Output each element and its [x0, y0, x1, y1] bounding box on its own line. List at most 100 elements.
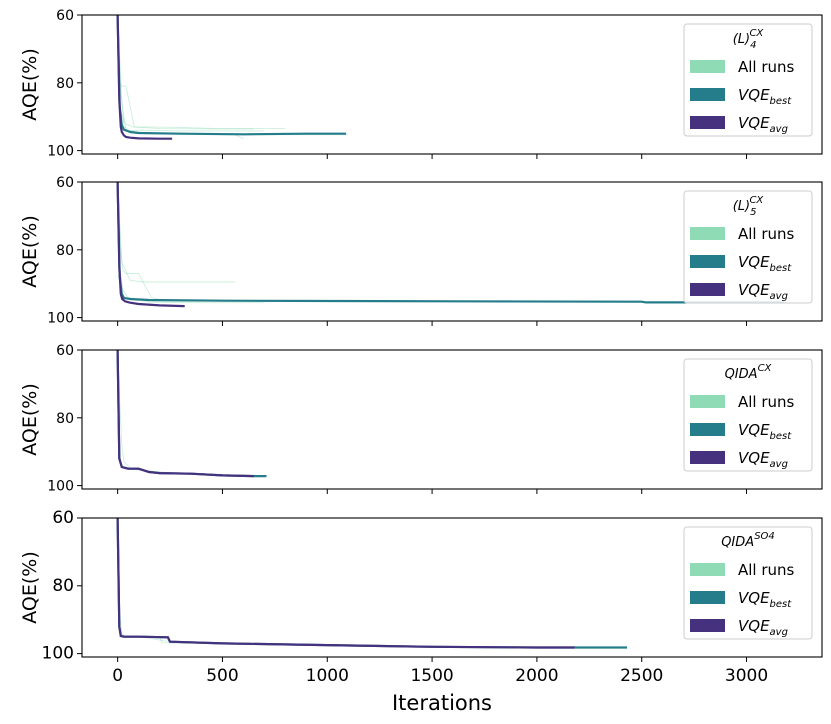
legend-swatch	[690, 283, 725, 296]
legend-label: VQEavg	[738, 617, 788, 638]
legend-label-sub: avg	[770, 459, 788, 470]
x-tick-label: 2000	[515, 666, 558, 686]
legend-box	[683, 526, 813, 640]
legend-label-base: VQE	[738, 421, 770, 439]
vqe-best-line	[116, 518, 627, 649]
legend-label-base: VQE	[738, 253, 770, 271]
legend-title-sup: CX	[749, 195, 764, 206]
run-line-4	[117, 182, 265, 304]
run-line-4	[117, 15, 349, 136]
x-tick-label: 3000	[725, 666, 768, 686]
plot-lines	[116, 182, 785, 308]
y-tick-label: 60	[52, 508, 74, 528]
vqe-avg-line	[116, 182, 185, 308]
run-line-1	[117, 182, 235, 283]
legend-label-base: All runs	[738, 393, 795, 411]
legend-label: VQEavg	[738, 449, 788, 470]
run-line-2	[117, 518, 496, 648]
axes-frame	[81, 349, 823, 490]
legend-label: VQEbest	[738, 421, 792, 442]
legend-swatch	[690, 591, 725, 604]
y-tick-label: 80	[56, 76, 74, 92]
legend-title-sub: 5	[750, 207, 756, 218]
run-line-3	[117, 15, 244, 140]
legend-label: VQEbest	[738, 253, 792, 274]
legend-label-base: VQE	[738, 449, 770, 467]
run-line-1	[117, 15, 265, 132]
legend-swatch	[690, 227, 725, 240]
legend-swatch	[690, 619, 725, 632]
run-line-1	[117, 518, 621, 648]
y-tick-label: 80	[52, 576, 74, 596]
legend-swatch	[690, 255, 725, 268]
legend-box	[683, 358, 813, 472]
legend-label: All runs	[738, 58, 795, 76]
legend-label-sub: best	[770, 263, 793, 274]
run-line-3	[117, 182, 202, 302]
run-line-5	[117, 15, 286, 130]
x-tick-label: 500	[206, 666, 238, 686]
y-axis-label: AQE(%)	[19, 48, 41, 121]
legend-label-base: VQE	[738, 281, 770, 299]
legend: (L)4CX All runs VQEbest VQEavg	[683, 23, 813, 137]
run-line-2	[117, 15, 254, 130]
legend-title-sup: CX	[758, 363, 773, 374]
run-line-1	[117, 350, 265, 477]
y-tick-label: 60	[56, 8, 74, 24]
legend-label: VQEavg	[738, 114, 788, 135]
y-axis-label: AQE(%)	[19, 551, 41, 624]
legend-title-base: QIDA	[725, 367, 758, 382]
y-tick-label: 60	[56, 175, 74, 191]
legend-title: QIDACX	[725, 363, 773, 382]
vqe-avg-line	[116, 350, 254, 478]
legend-label-base: VQE	[738, 589, 770, 607]
legend-swatch	[690, 451, 725, 464]
legend-label-sub: avg	[770, 124, 788, 135]
x-tick-label: 1000	[306, 666, 349, 686]
plot-lines	[116, 518, 627, 649]
axes-frame	[81, 517, 823, 658]
legend-label-sub: avg	[770, 627, 788, 638]
legend-title-sup: SO4	[754, 531, 775, 542]
x-tick-label: 0	[112, 666, 123, 686]
legend-label: VQEbest	[738, 589, 792, 610]
legend-swatch	[690, 423, 725, 436]
plot-lines	[116, 350, 267, 478]
y-tick-label: 100	[47, 311, 74, 327]
legend-box	[683, 190, 813, 304]
legend-label-sub: best	[770, 431, 793, 442]
y-tick-label: 60	[56, 343, 74, 359]
legend-label: VQEbest	[738, 86, 792, 107]
legend-label-base: VQE	[738, 114, 770, 132]
legend-label-base: All runs	[738, 225, 795, 243]
legend-label: All runs	[738, 225, 795, 243]
legend-label-sub: best	[770, 599, 793, 610]
legend-title: (L)5CX	[733, 195, 765, 218]
legend-title-sub: 4	[750, 40, 756, 51]
legend-swatch	[690, 395, 725, 408]
axes-frame	[81, 14, 823, 155]
vqe-avg-line	[116, 15, 173, 140]
legend-title-base: QIDA	[721, 535, 754, 550]
legend-swatch	[690, 88, 725, 101]
legend-title-base: (L)	[733, 199, 750, 214]
legend-box	[683, 23, 813, 137]
run-line-2	[117, 350, 244, 477]
x-tick-label: 1500	[410, 666, 453, 686]
legend-label-sub: best	[770, 96, 793, 107]
legend-swatch	[690, 116, 725, 129]
legend-title: (L)4CX	[733, 28, 765, 51]
x-tick-label: 2500	[620, 666, 663, 686]
y-tick-label: 80	[56, 411, 74, 427]
y-tick-label: 80	[56, 243, 74, 259]
legend-label: All runs	[738, 393, 795, 411]
legend-swatch	[690, 60, 725, 73]
vqe-best-line	[116, 15, 347, 136]
